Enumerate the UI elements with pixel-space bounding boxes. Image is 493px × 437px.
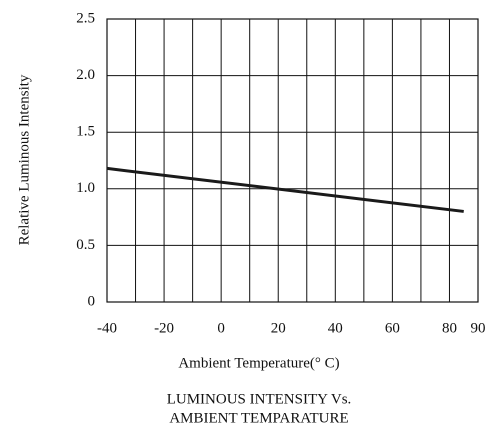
x-axis-label: Ambient Temperature(° C) <box>178 355 339 371</box>
caption-line: AMBIENT TEMPARATURE <box>169 410 348 426</box>
y-tick-label: 0 <box>88 293 96 309</box>
x-tick-label: 20 <box>271 320 286 336</box>
x-tick-label: 80 <box>442 320 457 336</box>
y-axis-label: Relative Luminous Intensity <box>16 74 32 245</box>
y-tick-label: 2.0 <box>76 67 95 83</box>
data-line <box>106 166 464 213</box>
x-tick-label: 90 <box>471 320 486 336</box>
y-tick-label: 1.5 <box>76 124 95 140</box>
x-tick-label: 60 <box>385 320 400 336</box>
caption-line: LUMINOUS INTENSITY Vs. <box>167 391 352 407</box>
x-tick-label: 0 <box>217 320 225 336</box>
plot-border <box>106 18 479 303</box>
y-tick-label: 0.5 <box>76 237 95 253</box>
x-tick-label: -40 <box>97 320 117 336</box>
y-tick-label: 1.0 <box>76 180 95 196</box>
y-tick-label: 2.5 <box>76 10 95 26</box>
x-tick-label: -20 <box>154 320 174 336</box>
x-tick-label: 40 <box>328 320 343 336</box>
